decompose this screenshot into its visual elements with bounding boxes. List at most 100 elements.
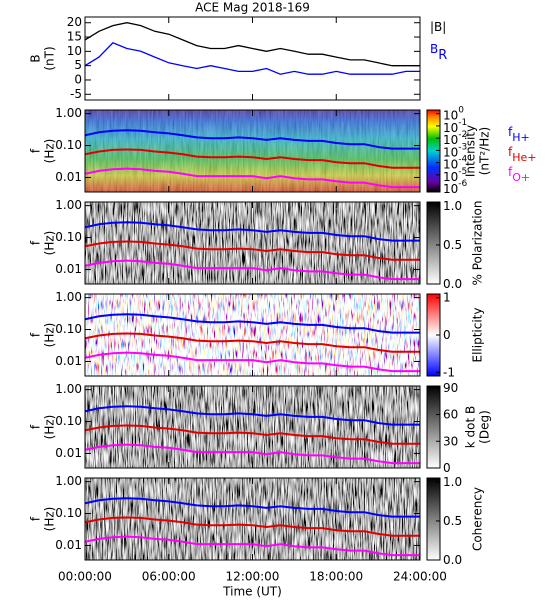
legend-entry: |B| (430, 20, 446, 34)
colorbar-label: Intensity (464, 125, 478, 177)
x-tick-label: 12:00:00 (226, 570, 280, 584)
colorbar-tick-label: 100 (443, 105, 464, 122)
colorbar-tick-base: 10 (443, 169, 458, 183)
line (85, 22, 420, 67)
frequency-line (85, 443, 420, 465)
colorbar-tick-label: 10-6 (443, 179, 468, 196)
colorbar-label: Ellipticity (471, 308, 485, 363)
colorbar (426, 109, 441, 193)
y-tick-label: 10 (67, 44, 82, 58)
y-axis-label: B (29, 54, 43, 62)
colorbar-tick-label: 10-4 (443, 154, 468, 171)
colorbar-label: Coherency (471, 487, 485, 551)
colorbar-tick-base: 10 (443, 157, 458, 171)
y-axis-label: f (29, 240, 43, 245)
y-tick-label: 15 (67, 30, 82, 44)
colorbar-tick-base: 0.5 (443, 237, 462, 251)
colorbar-tick-label: 10-3 (443, 142, 467, 159)
legend-entry: fH+ (508, 125, 530, 145)
legend-subscript: He+ (512, 151, 536, 164)
frequency-line (85, 240, 420, 261)
spectrogram (85, 202, 420, 284)
colorbar-tick-label: 0.0 (443, 277, 462, 291)
y-tick-label: 5 (74, 58, 82, 72)
colorbar-tick-exponent: -2 (458, 130, 467, 140)
frequency-line (85, 351, 420, 373)
y-axis-label: f (29, 424, 43, 429)
y-tick-label: 0.10 (55, 230, 82, 244)
frequency-line (85, 516, 420, 537)
y-tick-label: 1.00 (55, 198, 82, 212)
y-tick-label: 1.00 (55, 474, 82, 488)
colorbar-label: % Polarization (471, 201, 485, 286)
y-axis-label: (Hz) (43, 323, 57, 348)
y-tick-label: 0.10 (55, 414, 82, 428)
legend-name: f (508, 125, 513, 139)
colorbar-tick-exponent: -4 (458, 154, 467, 164)
frequency-line (85, 221, 420, 242)
frequency-line (85, 313, 420, 334)
colorbar-label: k dot B (464, 406, 478, 448)
frequency-line (85, 405, 420, 426)
x-tick-label: 24:00:00 (393, 570, 447, 584)
colorbar-tick-base: 30 (443, 434, 458, 448)
legend-name: |B| (430, 20, 446, 34)
colorbar (426, 201, 441, 285)
frequency-line (85, 535, 420, 557)
y-axis-label: f (29, 516, 43, 521)
legend-subscript: O+ (512, 171, 530, 184)
colorbar-label: (Deg) (478, 410, 492, 444)
y-tick-label: 0.01 (55, 354, 82, 368)
colorbar-tick-base: 0.5 (443, 513, 462, 527)
colorbar-tick-label: 90 (443, 380, 458, 394)
colorbar-tick-exponent: -6 (458, 179, 467, 189)
colorbar-tick-base: 1.0 (443, 474, 462, 488)
y-tick-label: 0.10 (55, 138, 82, 152)
colorbar-tick-exponent: 0 (458, 105, 464, 115)
colorbar-label: (nT²/Hz) (478, 127, 492, 175)
x-axis-label: Time (UT) (222, 585, 282, 599)
colorbar-tick-base: -1 (443, 365, 455, 379)
colorbar-tick-label: 10-1 (443, 117, 467, 134)
spectrogram (85, 386, 420, 468)
colorbar-tick-label: 60 (443, 407, 458, 421)
colorbar-tick-exponent: -5 (458, 166, 467, 176)
y-tick-label: 1.00 (55, 106, 82, 120)
colorbar (426, 385, 441, 469)
colorbar-tick-base: 1.0 (443, 198, 462, 212)
x-tick-label: 00:00:00 (58, 570, 112, 584)
y-tick-label: 0.01 (55, 170, 82, 184)
spectrogram-noise (85, 110, 420, 192)
colorbar-tick-base: 10 (443, 145, 458, 159)
y-axis-label: (Hz) (43, 415, 57, 440)
x-tick-label: 06:00:00 (142, 570, 196, 584)
y-tick-label: 1.00 (55, 290, 82, 304)
legend-name: f (508, 165, 513, 179)
colorbar-tick-label: 1.0 (443, 474, 462, 488)
y-tick-label: -5 (70, 87, 82, 101)
colorbar-tick-exponent: -3 (458, 142, 467, 152)
colorbar-tick-base: 10 (443, 182, 458, 196)
y-axis-label: (Hz) (43, 507, 57, 532)
colorbar-tick-base: 1 (443, 290, 451, 304)
frequency-line (85, 129, 420, 150)
chart-title: ACE Mag 2018-169 (195, 1, 310, 15)
y-tick-label: 0.01 (55, 262, 82, 276)
colorbar-tick-label: 0.5 (443, 513, 462, 527)
colorbar-tick-base: 0 (443, 328, 451, 342)
plot-frame (84, 16, 421, 101)
legend-entry: BR (430, 42, 447, 63)
colorbar-tick-label: 10-2 (443, 130, 467, 147)
colorbar-tick-label: 10-5 (443, 166, 467, 183)
y-tick-label: 0.01 (55, 538, 82, 552)
colorbar-tick-base: 90 (443, 380, 458, 394)
legend-subscript: H+ (512, 131, 530, 144)
colorbar-tick-exponent: -1 (458, 117, 467, 127)
y-tick-label: 1.00 (55, 382, 82, 396)
colorbar-tick-label: 0 (443, 461, 451, 475)
y-tick-label: 0.01 (55, 446, 82, 460)
colorbar-tick-base: 0 (443, 461, 451, 475)
frequency-line (85, 259, 420, 281)
colorbar-tick-base: 10 (443, 133, 458, 147)
